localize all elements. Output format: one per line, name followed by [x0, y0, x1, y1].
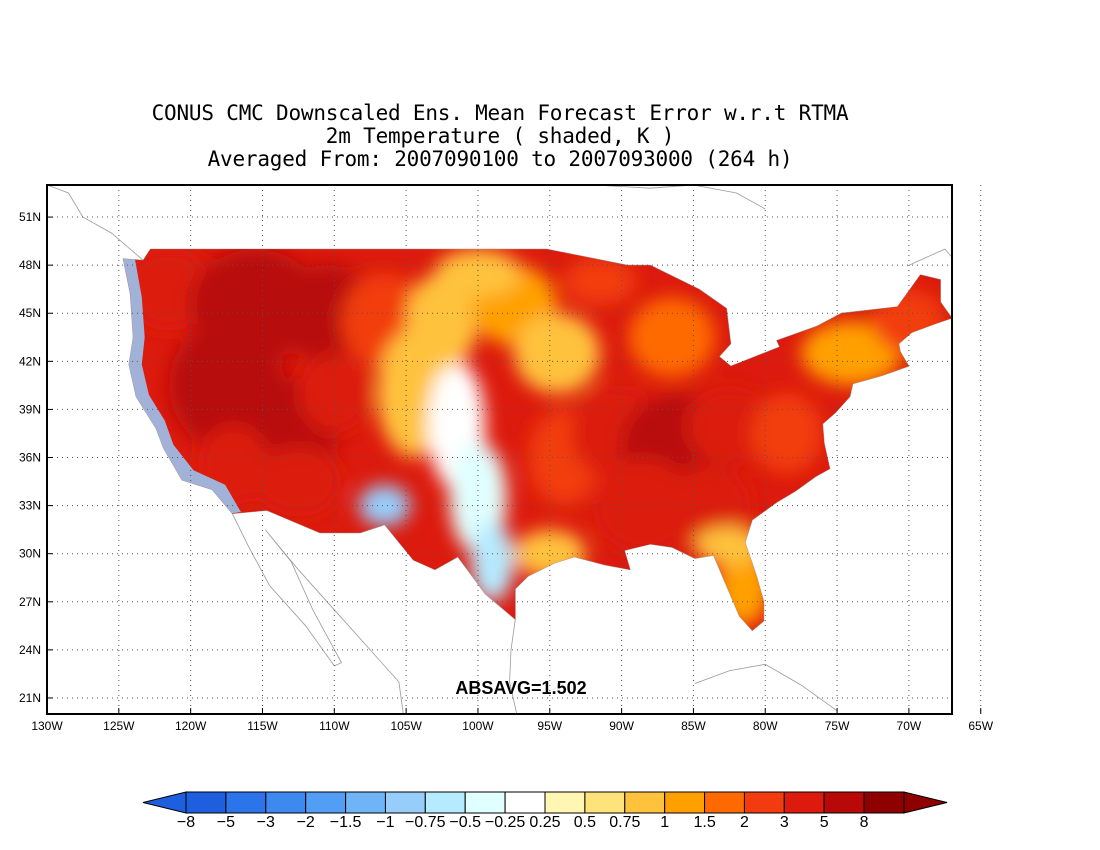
- colorbar-label: −3: [257, 814, 275, 831]
- absavg-label: ABSAVG=1.502: [455, 678, 586, 698]
- colorbar-label: 5: [820, 814, 829, 831]
- lon-tick-label: 80W: [753, 719, 778, 733]
- field-region: [592, 457, 694, 554]
- field-region: [513, 313, 601, 394]
- maritimes-coast: [908, 248, 952, 319]
- colorbar-label: −8: [177, 814, 195, 831]
- cuba-coast: [694, 663, 838, 712]
- colorbar-swatch: [863, 791, 905, 814]
- axis-ticks: 130W 125W 120W 115W 110W 105W 100W 95W 90W 85W 80W…: [19, 210, 994, 733]
- lon-tick-label: 70W: [897, 719, 922, 733]
- lat-tick-label: 51N: [19, 210, 41, 224]
- lon-tick-label: 115W: [247, 719, 278, 733]
- field-region: [470, 521, 514, 602]
- colorbar-swatch: [783, 791, 825, 814]
- hudson-coast: [592, 185, 766, 210]
- field-region: [358, 484, 411, 527]
- lon-tick-label: 125W: [103, 719, 135, 733]
- colorbar-label: −1.5: [330, 814, 362, 831]
- chart-subtitle-period: Averaged From: 2007090100 to 2007093000 …: [207, 147, 793, 171]
- lat-tick-label: 39N: [19, 402, 41, 416]
- lat-tick-label: 42N: [19, 354, 41, 368]
- lat-tick-label: 48N: [19, 258, 41, 272]
- gulf-coast: [509, 619, 518, 714]
- field-region: [564, 257, 636, 306]
- coastal-band: [123, 257, 241, 514]
- colorbar-swatch: [584, 791, 626, 814]
- colorbar-swatch: [544, 791, 586, 814]
- lat-tick-label: 36N: [19, 451, 41, 465]
- chart-subtitle-variable: 2m Temperature ( shaded, K ): [325, 124, 675, 148]
- field-region: [628, 297, 716, 378]
- lon-tick-label: 75W: [825, 719, 850, 733]
- colorbar-label: 1.5: [693, 814, 715, 831]
- lon-tick-label: 105W: [390, 719, 422, 733]
- lat-tick-label: 30N: [19, 547, 41, 561]
- field-region: [686, 385, 773, 466]
- field-region: [298, 353, 371, 434]
- colorbar-label: 1: [660, 814, 669, 831]
- lat-tick-label: 27N: [19, 595, 41, 609]
- lon-tick-label: 65W: [968, 719, 993, 733]
- colorbar-label: 0.75: [609, 814, 640, 831]
- colorbar: −8 −5 −3 −2 −1.5 −1 −0.75 −0.5 −0.25 0.25 0.5 0.75 1…: [142, 791, 948, 831]
- lon-tick-label: 130W: [31, 719, 63, 733]
- colorbar-label: −0.25: [485, 814, 526, 831]
- colorbar-swatch: [185, 791, 227, 814]
- colorbar-swatch: [345, 791, 387, 814]
- colorbar-label: −0.75: [405, 814, 446, 831]
- lat-tick-label: 21N: [19, 691, 41, 705]
- lon-tick-label: 120W: [175, 719, 207, 733]
- graticule: [47, 185, 982, 714]
- colorbar-swatch: [823, 791, 865, 814]
- colorbar-over-arrow: [903, 791, 948, 814]
- colorbar-label: 0.25: [529, 814, 560, 831]
- colorbar-label: 2: [740, 814, 749, 831]
- lon-tick-label: 110W: [319, 719, 350, 733]
- map-frame: [46, 184, 953, 715]
- field-region: [801, 321, 902, 386]
- lon-tick-label: 85W: [681, 719, 706, 733]
- field-region: [406, 273, 478, 370]
- field-region: [255, 446, 342, 517]
- colorbar-swatch: [225, 791, 267, 814]
- chart-title-block: CONUS CMC Downscaled Ens. Mean Forecast …: [0, 102, 1000, 171]
- colorbar-swatch: [504, 791, 546, 814]
- colorbar-swatch: [384, 791, 426, 814]
- colorbar-swatch: [624, 791, 666, 814]
- colorbar-swatch: [305, 791, 347, 814]
- colorbar-label: −0.5: [449, 814, 481, 831]
- colorbar-label: 8: [860, 814, 869, 831]
- colorbar-label: −1: [376, 814, 394, 831]
- mexico-coast: [231, 513, 404, 714]
- chart-title: CONUS CMC Downscaled Ens. Mean Forecast …: [151, 101, 849, 125]
- colorbar-under-arrow: [142, 791, 187, 814]
- colorbar-swatch: [424, 791, 466, 814]
- colorbar-label: 3: [780, 814, 789, 831]
- colorbar-swatch: [265, 791, 307, 814]
- lat-tick-label: 45N: [19, 306, 41, 320]
- colorbar-label: −2: [297, 814, 315, 831]
- colorbar-swatch: [464, 791, 506, 814]
- lon-tick-label: 100W: [462, 719, 494, 733]
- colorbar-label: −5: [217, 814, 235, 831]
- lon-tick-label: 90W: [609, 719, 634, 733]
- colorbar-swatch: [743, 791, 785, 814]
- field-region: [750, 393, 823, 474]
- lat-tick-label: 33N: [19, 499, 41, 513]
- field-region: [434, 249, 522, 298]
- lon-tick-label: 95W: [537, 719, 562, 733]
- colorbar-label: 0.5: [574, 814, 596, 831]
- colorbar-swatch: [704, 791, 745, 814]
- lat-tick-label: 24N: [19, 643, 41, 657]
- colorbar-swatch: [664, 791, 706, 814]
